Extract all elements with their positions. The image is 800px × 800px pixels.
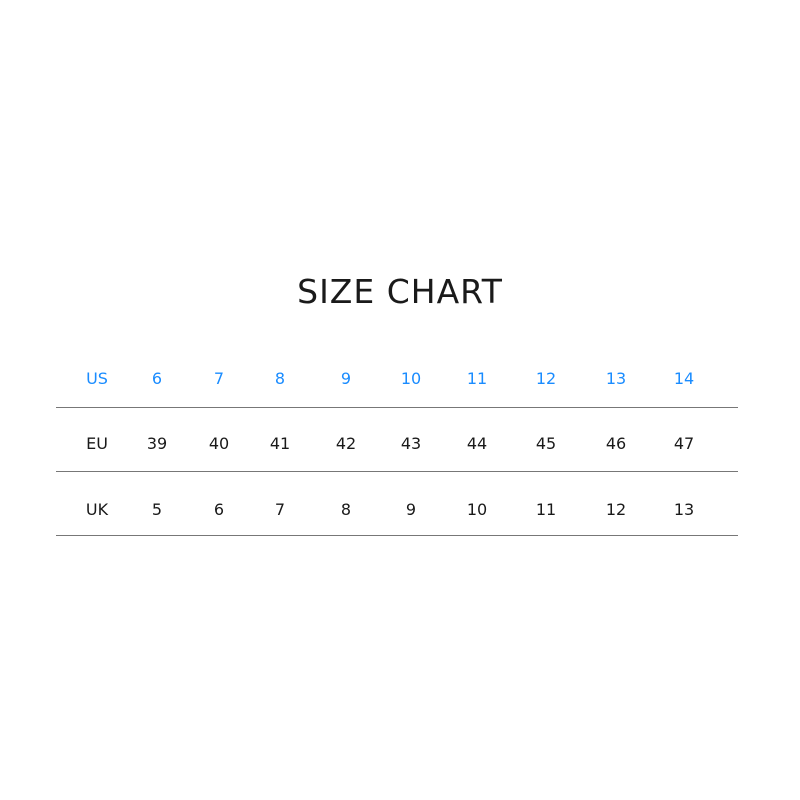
row-divider bbox=[56, 535, 738, 536]
table-cell: 44 bbox=[466, 434, 488, 453]
table-cell: 7 bbox=[213, 369, 225, 388]
table-cell: 12 bbox=[605, 500, 627, 519]
table-cell: 5 bbox=[151, 500, 163, 519]
row-label: UK bbox=[85, 500, 109, 519]
table-cell: 12 bbox=[535, 369, 557, 388]
table-cell: 10 bbox=[466, 500, 488, 519]
row-label: EU bbox=[86, 434, 108, 453]
table-cell: 43 bbox=[400, 434, 422, 453]
page-title: SIZE CHART bbox=[297, 272, 503, 311]
table-cell: 13 bbox=[605, 369, 627, 388]
table-row-uk: UK 5 6 7 8 9 10 11 12 13 bbox=[0, 495, 800, 525]
table-row-eu: EU 39 40 41 42 43 44 45 46 47 bbox=[0, 429, 800, 459]
table-cell: 39 bbox=[146, 434, 168, 453]
row-divider bbox=[56, 407, 738, 408]
table-row-us: US 6 7 8 9 10 11 12 13 14 bbox=[0, 364, 800, 394]
table-cell: 47 bbox=[673, 434, 695, 453]
table-cell: 9 bbox=[340, 369, 352, 388]
table-cell: 6 bbox=[151, 369, 163, 388]
table-cell: 8 bbox=[274, 369, 286, 388]
table-cell: 46 bbox=[605, 434, 627, 453]
table-cell: 40 bbox=[208, 434, 230, 453]
table-cell: 45 bbox=[535, 434, 557, 453]
row-label: US bbox=[86, 369, 108, 388]
table-cell: 11 bbox=[466, 369, 488, 388]
table-cell: 11 bbox=[535, 500, 557, 519]
table-cell: 41 bbox=[269, 434, 291, 453]
row-divider bbox=[56, 471, 738, 472]
table-cell: 7 bbox=[274, 500, 286, 519]
table-cell: 42 bbox=[335, 434, 357, 453]
table-cell: 9 bbox=[405, 500, 417, 519]
table-cell: 8 bbox=[340, 500, 352, 519]
table-cell: 13 bbox=[673, 500, 695, 519]
table-cell: 6 bbox=[213, 500, 225, 519]
table-cell: 10 bbox=[400, 369, 422, 388]
table-cell: 14 bbox=[673, 369, 695, 388]
